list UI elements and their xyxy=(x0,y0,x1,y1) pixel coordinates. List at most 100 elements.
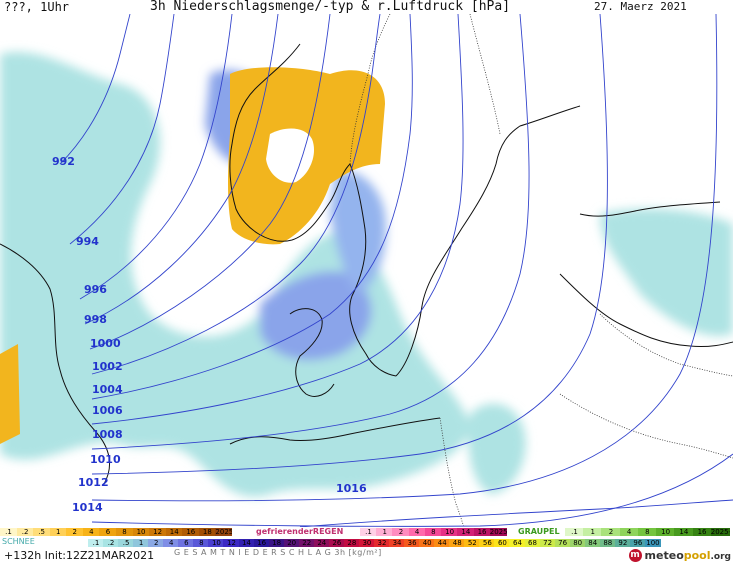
legend-swatch: 72 xyxy=(539,539,556,547)
legend-swatch: 4 xyxy=(163,539,180,547)
legend-swatch: 84 xyxy=(584,539,601,547)
isobar-label: 1014 xyxy=(72,501,103,514)
legend-swatch: 96 xyxy=(629,539,646,547)
isobar-line xyxy=(91,14,530,450)
legend-swatch: 34 xyxy=(389,539,406,547)
legend-swatch: 2 xyxy=(148,539,165,547)
legend-swatch: 26 xyxy=(328,539,345,547)
legend-swatch: 92 xyxy=(614,539,631,547)
isobar-label: 1004 xyxy=(92,383,123,396)
brand-text: meteopool.org xyxy=(645,549,731,562)
legend-swatch: 8 xyxy=(637,528,657,536)
isobar-line xyxy=(91,14,413,400)
legend-swatch: 2025+ xyxy=(489,528,507,536)
legend-swatch: 12 xyxy=(223,539,240,547)
legend-swatch: .5 xyxy=(118,539,135,547)
isobar-line xyxy=(91,14,608,475)
legend-swatch: 24 xyxy=(313,539,330,547)
legend-swatch: 80 xyxy=(569,539,586,547)
legend-swatch: 1 xyxy=(49,528,67,536)
legend-swatch: .1 xyxy=(88,539,104,547)
legend-swatch: 22 xyxy=(298,539,315,547)
brand-suffix: .org xyxy=(710,551,731,562)
valid-date: 27. Maerz 2021 xyxy=(594,0,687,13)
isobar-label: 1002 xyxy=(92,360,123,373)
legend-swatch: 4 xyxy=(619,528,639,536)
legend-swatch: 18 xyxy=(198,528,216,536)
rain-area-atlantic xyxy=(0,51,470,497)
isobar-line xyxy=(84,14,279,325)
brand-logo[interactable]: m meteopool.org xyxy=(628,547,731,563)
isobar-label: 1000 xyxy=(90,337,121,350)
legend-swatch: 4 xyxy=(82,528,100,536)
legend-swatch: 60 xyxy=(494,539,511,547)
isobar-label: 1010 xyxy=(90,453,121,466)
coastlines xyxy=(0,43,733,485)
legend-swatch: .1 xyxy=(0,528,17,536)
legend-swatch: 14 xyxy=(165,528,183,536)
legend-swatch: 1 xyxy=(376,528,394,536)
border-norway-sweden xyxy=(349,14,391,165)
snow-area-west xyxy=(0,344,20,444)
isobar-line xyxy=(79,14,233,300)
legend-swatch: .2 xyxy=(103,539,120,547)
legend-swatch: 1 xyxy=(583,528,603,536)
border-poland-east xyxy=(559,393,733,459)
legend-swatch: .1 xyxy=(360,528,377,536)
legend-swatch: 44 xyxy=(434,539,451,547)
legend-swatch: 16 xyxy=(182,528,200,536)
legend-swatch: 48 xyxy=(449,539,466,547)
legend-swatch: 2 xyxy=(601,528,621,536)
legend-swatch: 10 xyxy=(441,528,459,536)
isobar-line xyxy=(91,453,733,527)
legend-swatch: 56 xyxy=(479,539,496,547)
border-sweden-finland xyxy=(469,14,501,135)
isobars xyxy=(59,14,733,527)
isobar-line xyxy=(59,14,131,165)
legend-swatch: 14 xyxy=(238,539,255,547)
rain-area-sweden-blue xyxy=(330,171,386,294)
legend-swatch: 76 xyxy=(554,539,571,547)
legend-swatch: 4 xyxy=(408,528,426,536)
legend-swatch: 2025+ xyxy=(710,528,730,536)
legend-swatch: 40 xyxy=(419,539,436,547)
rain-area-poland xyxy=(468,403,526,494)
legend-swatch: 2025+ xyxy=(215,528,233,536)
legend-swatch: 2 xyxy=(66,528,84,536)
legend-swatch: 12 xyxy=(149,528,167,536)
legend-swatch: 18 xyxy=(268,539,285,547)
legend-swatch: 28 xyxy=(343,539,360,547)
map-title: 3h Niederschlagsmenge/-typ & r.Luftdruck… xyxy=(150,0,511,14)
meteopool-logo-icon: m xyxy=(628,548,642,562)
legend-swatch: 6 xyxy=(178,539,195,547)
country-borders xyxy=(349,14,733,527)
forecast-run-info: +132h Init:12Z21MAR2021 xyxy=(4,549,155,562)
coast-sweden-finland xyxy=(395,105,581,377)
legend-swatch: 100 xyxy=(644,539,661,547)
coast-germany-netherlands xyxy=(229,417,441,445)
isobar-line xyxy=(89,14,331,350)
legend-swatch: 8 xyxy=(424,528,442,536)
isobar-line xyxy=(91,14,718,502)
rain-area-west xyxy=(0,162,90,338)
coast-norway xyxy=(229,43,397,377)
legend-swatch: 6 xyxy=(99,528,117,536)
legend-swatch: .2 xyxy=(16,528,34,536)
legend-swatch: 30 xyxy=(358,539,375,547)
isobar-label: 998 xyxy=(84,313,107,326)
legend-swatch: 10 xyxy=(656,528,676,536)
legend-swatch: .1 xyxy=(565,528,584,536)
legend-swatch: 8 xyxy=(193,539,210,547)
isobar-label: 992 xyxy=(52,155,75,168)
isobar-line xyxy=(69,14,175,245)
legend-swatch: 16 xyxy=(692,528,712,536)
legend-swatch: .5 xyxy=(33,528,51,536)
snow-hole-norway xyxy=(266,128,315,183)
isobar-label: 1008 xyxy=(92,428,123,441)
legend-swatch: 10 xyxy=(208,539,225,547)
isobar-label: 1016 xyxy=(336,482,367,495)
legend-swatch: 64 xyxy=(509,539,526,547)
legend-swatch: 20 xyxy=(283,539,300,547)
precipitation-map: 992 994 996 998 1000 1002 1004 1006 1008… xyxy=(0,14,733,527)
coast-denmark xyxy=(289,308,335,397)
